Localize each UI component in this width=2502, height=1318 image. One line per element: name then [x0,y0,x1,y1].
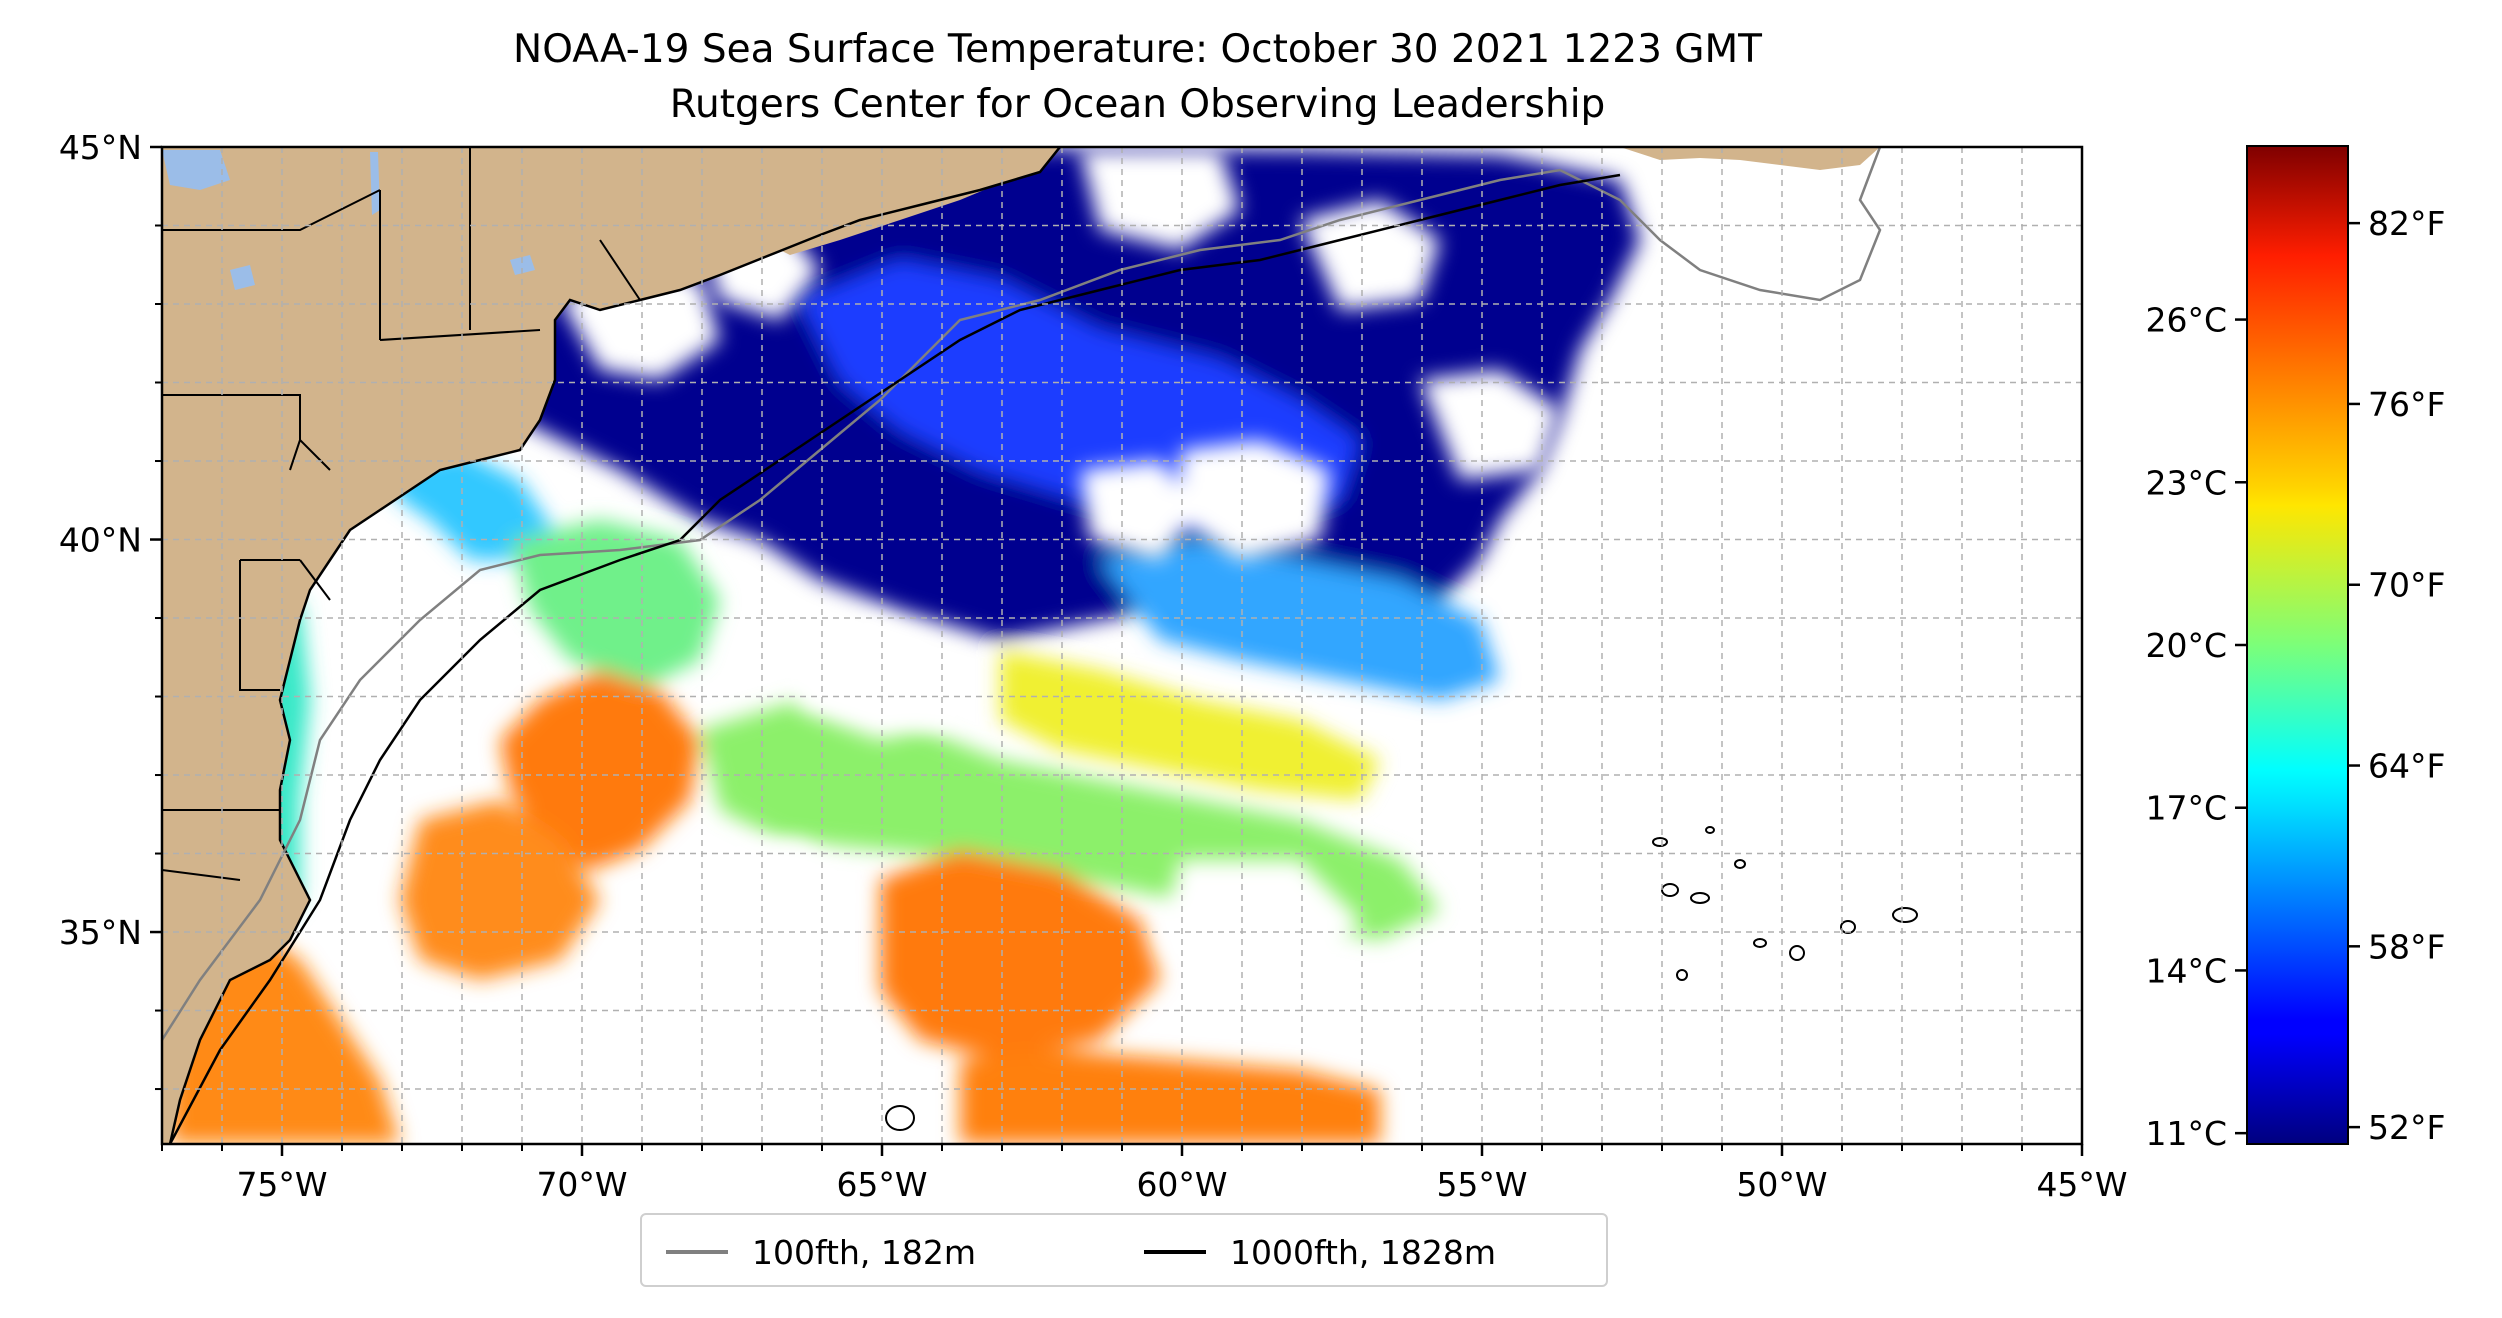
land-nova-scotia [730,147,1060,255]
map-panel [162,147,2082,1144]
lon-tick-label: 65°W [836,1165,927,1204]
bathymetry-contours [162,147,1882,1144]
lat-tick-label: 40°N [59,521,142,560]
celsius-tick-label: 26°C [2145,301,2227,340]
contour-100fth [162,147,1882,1041]
fahrenheit-tick-label: 82°F [2368,204,2445,243]
celsius-tick-label: 14°C [2145,951,2227,990]
legend-swatch-1000fth [1144,1250,1206,1254]
islands [885,826,1918,1131]
land-north-america [162,147,1060,1144]
lat-tick-label: 45°N [59,128,142,167]
fahrenheit-tick-label: 70°F [2368,566,2445,605]
state-boundaries [162,147,641,881]
lake-small-2 [510,255,535,275]
contour-1000fth [168,173,1621,1144]
legend-swatch-100fth [666,1250,728,1254]
legend: 100fth, 182m 1000fth, 1828m [640,1213,1608,1287]
celsius-tick-label: 20°C [2145,626,2227,665]
land-newfoundland-edge [1620,147,1880,170]
lake-small-1 [230,265,255,290]
lat-tick-label: 35°N [59,913,142,952]
lon-tick-label: 50°W [1736,1165,1827,1204]
axis-ticks: 75°W 70°W 65°W 60°W 55°W 50°W 45°W 45°N 40°N 35°N [59,128,2128,1204]
lon-tick-label: 60°W [1136,1165,1227,1204]
legend-item-100fth: 100fth, 182m [666,1232,976,1272]
map-title: NOAA-19 Sea Surface Temperature: October… [513,27,1762,72]
celsius-tick-label: 11°C [2145,1114,2227,1153]
celsius-tick-label: 17°C [2145,789,2227,828]
legend-label-1000fth: 1000fth, 1828m [1230,1232,1496,1272]
sst-warm-corner [960,1050,1380,1144]
sst-light-blue-water [1100,540,1500,700]
legend-item-1000fth: 1000fth, 1828m [1144,1232,1496,1272]
lon-tick-label: 75°W [236,1165,327,1204]
sst-yellow-band [1000,650,1380,800]
colorbar [2246,145,2349,1145]
gridlines [162,147,2082,1144]
colorbar-ticks: 11°C 14°C 17°C 20°C 23°C 26°C 52°F 58°F 64°F 70°F… [2145,204,2445,1153]
land [162,147,1880,1144]
lon-tick-label: 70°W [536,1165,627,1204]
map-subtitle: Rutgers Center for Ocean Observing Leade… [669,82,1606,127]
lon-tick-label: 45°W [2036,1165,2127,1204]
fahrenheit-tick-label: 76°F [2368,385,2445,424]
sst-green-water [510,520,720,690]
fahrenheit-tick-label: 58°F [2368,927,2445,966]
fahrenheit-tick-label: 64°F [2368,747,2445,786]
coastline [168,147,1061,1144]
sst-warm-southwest [400,800,600,980]
sst-warm-south [880,850,1160,1060]
fahrenheit-tick-label: 52°F [2368,1108,2445,1147]
legend-label-100fth: 100fth, 182m [752,1232,976,1272]
lon-tick-label: 55°W [1436,1165,1527,1204]
sst-warm-eddy-north [500,670,700,870]
celsius-tick-label: 23°C [2145,463,2227,502]
lake-champlain [370,152,380,215]
lake-ontario-edge [162,150,230,190]
